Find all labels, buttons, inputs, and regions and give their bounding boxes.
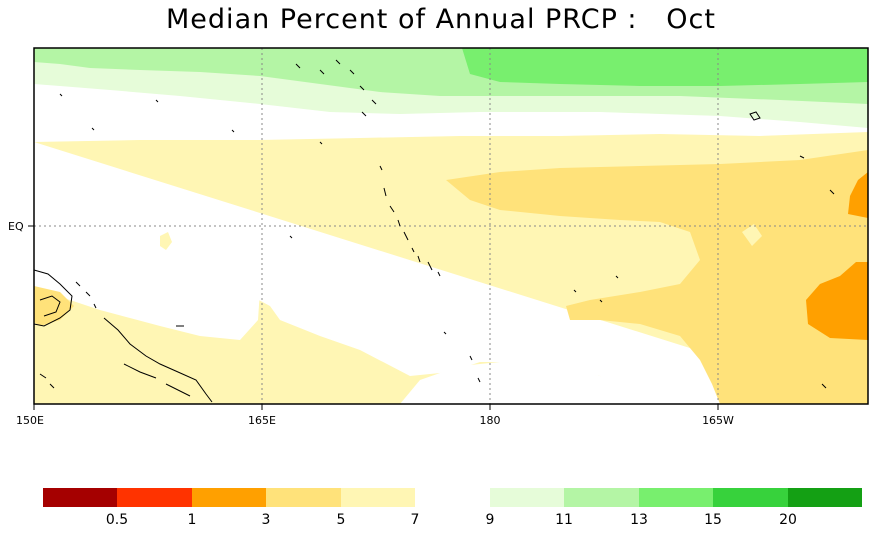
colorbar-label-1: 1: [188, 512, 197, 528]
coastlines: [33, 59, 835, 403]
colorbar-swatch-2: [117, 488, 192, 507]
colorbar-label-20: 20: [779, 512, 797, 528]
lon-label-165w: 165W: [702, 414, 734, 427]
white-pocket-south: [400, 360, 710, 404]
colorbar-swatch-1: [43, 488, 117, 507]
colorbar: 0.5 1 3 5 7 9 11 13 15 20: [43, 488, 862, 528]
map-title: Median Percent of Annual PRCP : Oct: [166, 4, 716, 35]
band-1-3-b: [806, 262, 868, 340]
lon-label-150e: 150E: [16, 414, 44, 427]
colorbar-label-13: 13: [630, 512, 648, 528]
colorbar-label-3: 3: [262, 512, 271, 528]
colorbar-label-5: 5: [337, 512, 346, 528]
white-pocket-west: [34, 200, 260, 340]
shaded-field: [34, 48, 868, 404]
colorbar-label-9: 9: [486, 512, 495, 528]
colorbar-label-15: 15: [704, 512, 722, 528]
lon-label-180: 180: [480, 414, 501, 427]
colorbar-swatch-6: [490, 488, 564, 507]
colorbar-label-7: 7: [411, 512, 420, 528]
colorbar-label-11: 11: [555, 512, 573, 528]
colorbar-swatch-4: [266, 488, 341, 507]
colorbar-swatch-8: [639, 488, 713, 507]
colorbar-swatch-7: [564, 488, 639, 507]
lon-label-165e: 165E: [248, 414, 276, 427]
band-1-3-a: [848, 172, 868, 218]
colorbar-swatch-10: [788, 488, 862, 507]
colorbar-swatch-3: [192, 488, 266, 507]
band-3-5: [446, 150, 868, 404]
colorbar-swatch-9: [713, 488, 788, 507]
grid-lines: [34, 48, 868, 404]
band-13-15: [462, 48, 868, 86]
colorbar-swatch-5: [341, 488, 415, 507]
lat-label-eq: EQ: [8, 220, 24, 233]
colorbar-label-0-5: 0.5: [106, 512, 128, 528]
